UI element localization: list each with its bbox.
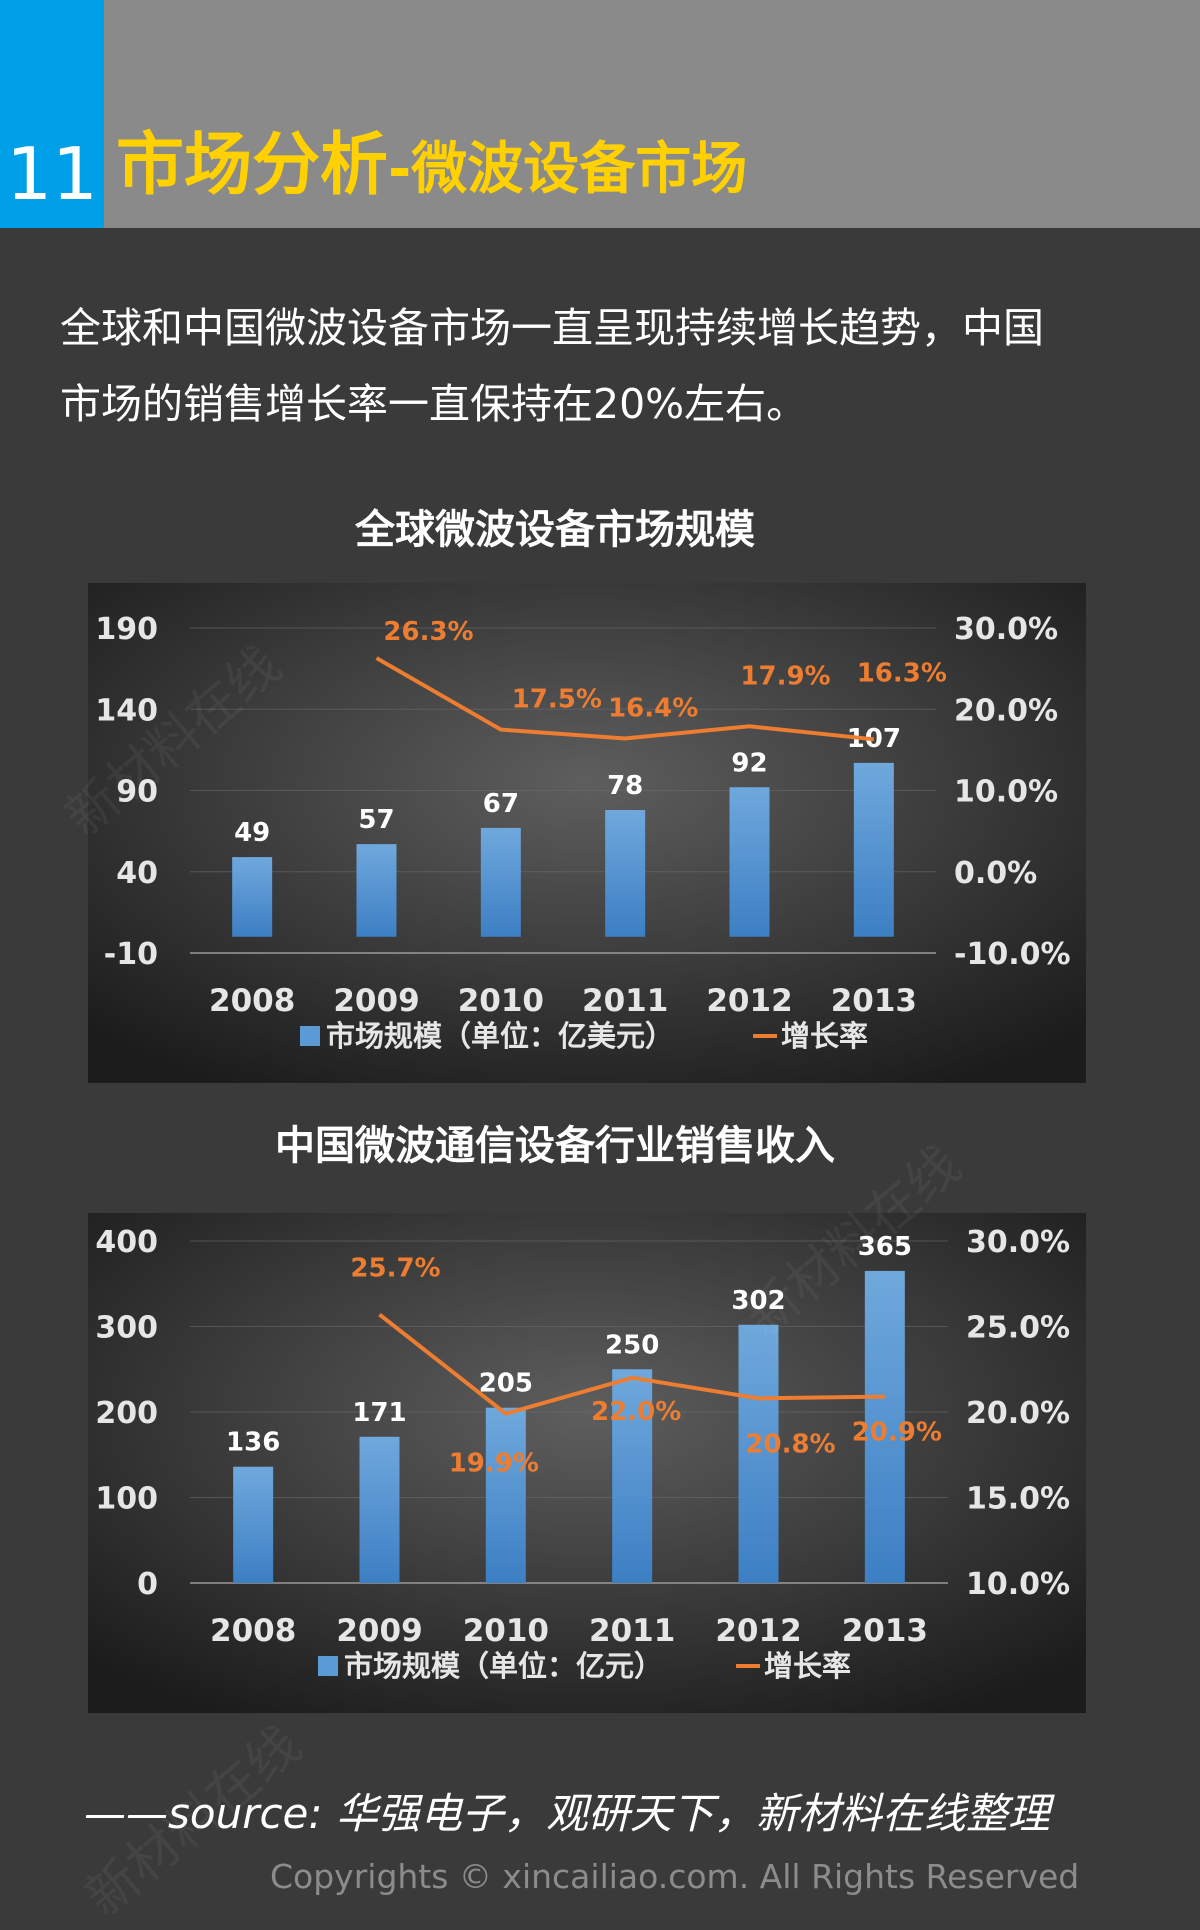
chart-1-x-tick: 2011 xyxy=(582,983,668,1019)
chart-1-x-tick: 2009 xyxy=(333,983,419,1019)
intro-line-2: 市场的销售增长率一直保持在20%左右。 xyxy=(60,380,808,428)
chart-1-y-left-tick: 90 xyxy=(116,775,158,810)
chart-1-bar-label: 57 xyxy=(358,805,394,835)
chart-1-panel: 190 140 90 40 -10 30.0% 20.0% 10.0% 0.0% -10.0% 49… xyxy=(88,583,1086,1083)
chart-2-y-left-tick: 300 xyxy=(95,1311,158,1346)
intro-text: 全球和中国微波设备市场一直呈现持续增长趋势，中国 市场的销售增长率一直保持在20… xyxy=(60,290,1150,442)
chart-1-legend-bar-label: 市场规模（单位：亿美元） xyxy=(326,1019,674,1053)
chart-1-y-left-tick: 190 xyxy=(95,612,158,647)
chart-1-y-right-tick: 30.0% xyxy=(954,612,1058,647)
chart-1-x-tick: 2013 xyxy=(831,983,917,1019)
chart-1-y-right-tick: -10.0% xyxy=(954,937,1071,972)
chart-2-x-tick: 2013 xyxy=(842,1613,928,1649)
chart-1-bar-label: 67 xyxy=(483,789,519,819)
chart-1-bar xyxy=(853,762,894,937)
chart-1-background xyxy=(88,583,1086,1083)
chart-2-y-left-tick: 0 xyxy=(137,1567,158,1602)
chart-1-y-left-tick: -10 xyxy=(104,937,158,972)
chart-1-legend-line-label: 增长率 xyxy=(781,1019,868,1053)
chart-1-bar xyxy=(232,857,273,937)
chart-1-bar xyxy=(729,787,770,937)
chart-2-y-right-tick: 30.0% xyxy=(966,1225,1070,1260)
chart-2-bar xyxy=(485,1407,526,1583)
chart-2-y-right-tick: 10.0% xyxy=(966,1567,1070,1602)
chart-2-x-tick: 2010 xyxy=(463,1613,549,1649)
chart-1-x-tick: 2008 xyxy=(209,983,295,1019)
page-title: 市场分析-微波设备市场 xyxy=(116,132,747,200)
chart-1-svg: 190 140 90 40 -10 30.0% 20.0% 10.0% 0.0% -10.0% 49… xyxy=(88,583,1086,1083)
chart-2-legend-bar-label: 市场规模（单位：亿元） xyxy=(344,1649,663,1683)
chart-2-panel: 400 300 200 100 0 30.0% 25.0% 20.0% 15.0% 10.0% 13… xyxy=(88,1213,1086,1713)
chart-2-y-right-tick: 15.0% xyxy=(966,1482,1070,1517)
chart-1-x-tick: 2012 xyxy=(706,983,792,1019)
chart-2-bar xyxy=(738,1324,779,1583)
chart-2-x-tick: 2009 xyxy=(336,1613,422,1649)
chart-1-bar xyxy=(480,827,521,937)
chart-2-bar-label: 365 xyxy=(858,1232,912,1262)
chart-2-bar-label: 171 xyxy=(352,1398,406,1428)
chart-2-x-tick: 2012 xyxy=(715,1613,801,1649)
chart-2-bar xyxy=(233,1466,274,1583)
chart-1-y-right-tick: 10.0% xyxy=(954,775,1058,810)
chart-1-title: 全球微波设备市场规模 xyxy=(355,507,755,553)
chart-2-y-left-tick: 200 xyxy=(95,1396,158,1431)
chart-2-y-left-tick: 400 xyxy=(95,1225,158,1260)
chart-2-bar-label: 302 xyxy=(731,1286,785,1316)
chart-2-title: 中国微波通信设备行业销售收入 xyxy=(275,1123,835,1169)
chart-1-growth-line xyxy=(375,656,875,742)
chart-1-bar xyxy=(605,810,646,937)
chart-2-y-right-tick: 20.0% xyxy=(966,1396,1070,1431)
chart-2-bar xyxy=(612,1369,653,1583)
chart-1-y-right-tick: 20.0% xyxy=(954,693,1058,728)
chart-1-y-right-tick: 0.0% xyxy=(954,856,1037,891)
chart-2-legend-line-label: 增长率 xyxy=(764,1649,851,1683)
chart-2-growth-label: 25.7% xyxy=(350,1254,440,1284)
chart-1-bar xyxy=(356,844,397,937)
chart-1-growth-label: 17.5% xyxy=(512,685,602,715)
chart-2-legend-bar-swatch xyxy=(318,1656,338,1676)
copyright-note: Copyrights © xincailiao.com. All Rights … xyxy=(270,1857,1080,1896)
chart-1-growth-label: 16.3% xyxy=(857,658,947,688)
chart-1-growth-label: 17.9% xyxy=(740,661,830,691)
chart-1-bar-label: 92 xyxy=(731,748,767,778)
chart-2-y-right-tick: 25.0% xyxy=(966,1311,1070,1346)
chart-2-svg: 400 300 200 100 0 30.0% 25.0% 20.0% 15.0% 10.0% 13… xyxy=(88,1213,1086,1713)
source-note: ——source: 华强电子，观研天下，新材料在线整理 xyxy=(84,1789,1050,1838)
chart-1-y-left-tick: 140 xyxy=(95,693,158,728)
chart-2-growth-line xyxy=(378,1312,885,1416)
title-main: 市场分析 xyxy=(116,126,389,205)
chart-2-bar-label: 136 xyxy=(226,1428,280,1458)
chart-2-growth-label: 20.8% xyxy=(745,1429,835,1459)
chart-2-bar-label: 250 xyxy=(605,1330,659,1360)
page-number: 11 xyxy=(0,0,104,228)
chart-1-growth-label: 26.3% xyxy=(383,617,473,647)
chart-1-growth-label: 16.4% xyxy=(608,694,698,724)
chart-2-growth-label: 19.9% xyxy=(449,1449,539,1479)
chart-2-background xyxy=(88,1213,1086,1713)
chart-2-x-tick: 2008 xyxy=(210,1613,296,1649)
chart-2-growth-label: 22.0% xyxy=(591,1397,681,1427)
chart-1-legend-bar-swatch xyxy=(300,1026,320,1046)
chart-2-bar xyxy=(864,1270,905,1583)
chart-1-y-left-tick: 40 xyxy=(116,856,158,891)
chart-2-x-tick: 2011 xyxy=(589,1613,675,1649)
chart-1-x-tick: 2010 xyxy=(458,983,544,1019)
title-sub: -微波设备市场 xyxy=(388,137,748,202)
chart-1-bar-label: 78 xyxy=(607,771,643,801)
chart-1-bar-label: 49 xyxy=(234,818,270,848)
chart-2-y-left-tick: 100 xyxy=(95,1482,158,1517)
header-bar xyxy=(0,0,1200,228)
chart-2-bar-label: 205 xyxy=(479,1369,533,1399)
chart-2-growth-label: 20.9% xyxy=(852,1418,942,1448)
chart-2-bar xyxy=(359,1436,400,1583)
intro-line-1: 全球和中国微波设备市场一直呈现持续增长趋势，中国 xyxy=(60,304,1044,352)
